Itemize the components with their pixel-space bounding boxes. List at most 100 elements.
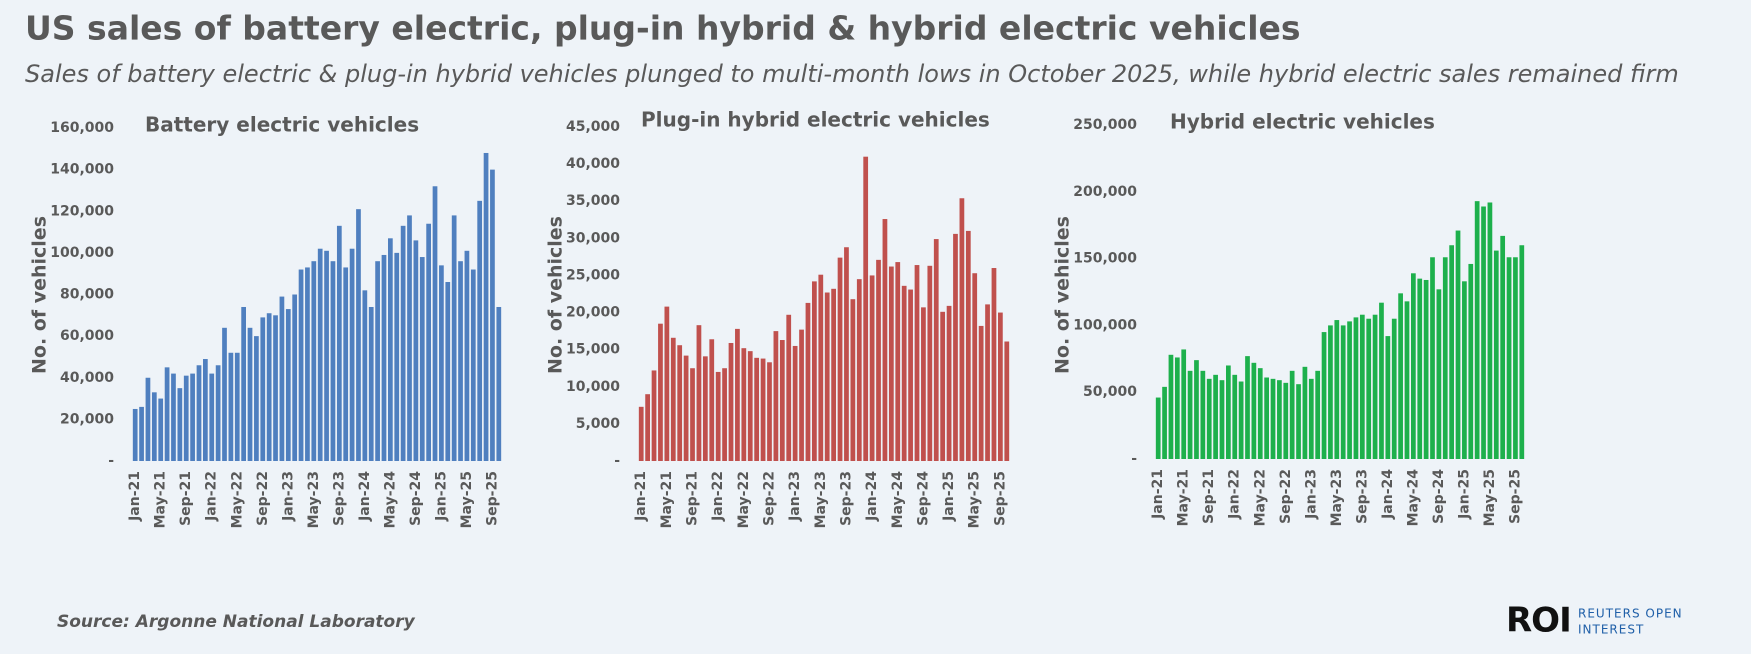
bar [888, 266, 894, 461]
x-tick-label: Jan-25 [433, 471, 449, 522]
x-tick-label: Sep-25 [484, 471, 500, 526]
bar [1493, 250, 1499, 459]
bar [747, 351, 753, 461]
x-tick-label: Sep-23 [1354, 469, 1370, 524]
bar [285, 309, 291, 461]
source: Source: Argonne National Laboratory [57, 612, 416, 632]
bar [895, 262, 901, 461]
bar [368, 306, 374, 461]
x-tick-label: May-24 [890, 471, 906, 529]
x-tick-label: Jan-24 [864, 471, 880, 522]
x-tick-label: May-23 [813, 471, 829, 528]
bar [254, 336, 259, 461]
bar [1328, 325, 1333, 459]
bar [985, 304, 990, 461]
bar [426, 223, 431, 461]
x-tick-label: Sep-25 [992, 471, 1008, 526]
bar [998, 312, 1003, 461]
bar [234, 352, 240, 461]
bar [1462, 281, 1467, 459]
bar [1404, 301, 1410, 459]
bar [991, 268, 997, 461]
bar [664, 306, 670, 461]
bar [388, 238, 393, 461]
bar [1162, 386, 1167, 459]
bar [1430, 257, 1435, 459]
x-tick-label: Jan-25 [941, 471, 957, 522]
bar [349, 248, 355, 461]
x-tick-label: Jan-21 [1150, 469, 1166, 520]
bar [209, 373, 215, 461]
x-tick-label: May-25 [967, 471, 983, 528]
bar [812, 281, 817, 461]
bar [292, 294, 298, 461]
x-tick-label: Sep-24 [1431, 469, 1447, 524]
bar [413, 240, 419, 461]
bar [1347, 321, 1352, 459]
bar [735, 328, 740, 461]
bar [702, 356, 708, 461]
bar [1155, 397, 1161, 459]
bar [1474, 201, 1480, 460]
bar [151, 392, 157, 461]
bar [132, 408, 138, 461]
bar [1226, 365, 1231, 459]
bar [203, 359, 208, 461]
x-tick-label: May-23 [1329, 469, 1345, 526]
logo-text: INTEREST [1578, 623, 1644, 637]
bar [1455, 230, 1461, 459]
bar [1506, 257, 1512, 459]
bar [1385, 336, 1391, 459]
bar [690, 368, 695, 461]
bar [171, 373, 176, 461]
x-tick-label: May-23 [306, 471, 322, 528]
bar [1264, 377, 1269, 459]
bar [921, 307, 926, 461]
bar [215, 365, 221, 461]
bar [856, 279, 862, 461]
bar [196, 365, 202, 461]
bar [1379, 302, 1384, 459]
bar [1296, 384, 1301, 459]
bar [638, 406, 644, 461]
bar [844, 247, 849, 461]
bar [978, 325, 984, 461]
bar [677, 345, 683, 461]
bar [933, 239, 939, 461]
bar [1468, 263, 1474, 459]
x-tick-label: Jan-23 [280, 471, 296, 522]
bar [651, 370, 657, 461]
bar [869, 275, 875, 461]
bar [1219, 380, 1225, 459]
bar [458, 261, 463, 461]
y-axis-title: No. of vehicles [1052, 216, 1074, 374]
bar [670, 337, 676, 461]
bar [190, 373, 195, 461]
bar [959, 198, 965, 461]
bar [882, 219, 888, 461]
y-tick-label: 10,000 [566, 379, 620, 395]
bar [786, 314, 792, 461]
bar [741, 348, 747, 461]
bar [451, 215, 457, 461]
bar [343, 267, 349, 461]
x-tick-label: May-21 [659, 471, 675, 528]
x-tick-label: May-24 [382, 471, 398, 529]
bar [876, 259, 881, 461]
bar [760, 358, 766, 461]
y-tick-label: 25,000 [566, 267, 620, 283]
bar [1500, 235, 1506, 459]
bar [1411, 273, 1416, 459]
y-tick-label: 60,000 [60, 328, 114, 344]
page-title: US sales of battery electric, plug-in hy… [25, 9, 1301, 48]
y-tick-label: 45,000 [566, 119, 620, 135]
bar [400, 225, 406, 461]
bar [298, 269, 304, 461]
bar [779, 340, 785, 461]
bar [477, 200, 483, 461]
x-tick-label: Sep-21 [178, 471, 194, 526]
x-tick-label: Jan-22 [710, 471, 726, 522]
bar [305, 267, 310, 461]
x-tick-label: Sep-22 [1278, 469, 1294, 524]
